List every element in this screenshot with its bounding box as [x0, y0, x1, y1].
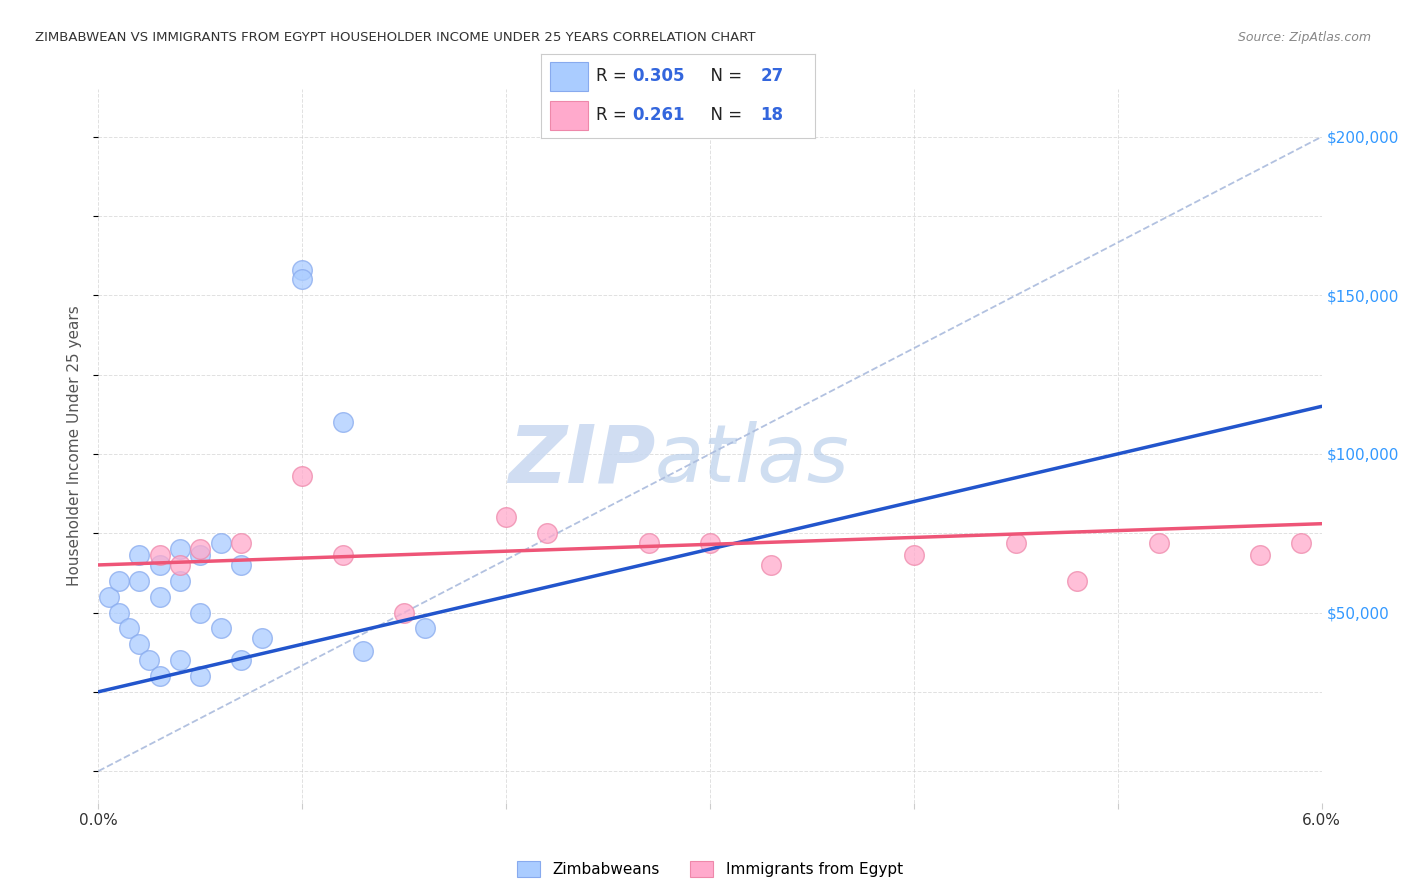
Point — [149, 669, 172, 683]
Point — [536, 526, 558, 541]
Text: 0.305: 0.305 — [631, 68, 685, 86]
Text: ZIMBABWEAN VS IMMIGRANTS FROM EGYPT HOUSEHOLDER INCOME UNDER 25 YEARS CORRELATIO: ZIMBABWEAN VS IMMIGRANTS FROM EGYPT HOUS… — [35, 31, 755, 45]
Text: 27: 27 — [761, 68, 785, 86]
Text: N =: N = — [700, 68, 748, 86]
Point — [97, 590, 120, 604]
Point — [231, 558, 253, 572]
Text: 18: 18 — [761, 106, 783, 124]
Bar — [550, 101, 588, 130]
Point — [332, 415, 354, 429]
Point — [291, 272, 314, 286]
Point — [231, 535, 253, 549]
Bar — [550, 62, 588, 91]
Point — [495, 510, 517, 524]
Point — [1147, 535, 1170, 549]
Text: ZIP: ZIP — [508, 421, 655, 500]
Point — [128, 549, 150, 563]
Point — [250, 631, 273, 645]
Point — [188, 669, 212, 683]
Point — [149, 558, 172, 572]
Point — [149, 549, 172, 563]
Point — [118, 621, 141, 635]
Point — [149, 590, 172, 604]
Text: 0.261: 0.261 — [631, 106, 685, 124]
Text: N =: N = — [700, 106, 748, 124]
Point — [699, 535, 721, 549]
Point — [332, 549, 354, 563]
Point — [413, 621, 436, 635]
Point — [209, 535, 232, 549]
Text: atlas: atlas — [655, 421, 849, 500]
Point — [188, 542, 212, 557]
Point — [209, 621, 232, 635]
Point — [637, 535, 661, 549]
Point — [169, 574, 191, 588]
Point — [188, 606, 212, 620]
Point — [903, 549, 925, 563]
Point — [138, 653, 160, 667]
Point — [231, 653, 253, 667]
Legend: Zimbabweans, Immigrants from Egypt: Zimbabweans, Immigrants from Egypt — [517, 862, 903, 877]
Text: R =: R = — [596, 68, 633, 86]
Point — [1066, 574, 1088, 588]
Point — [128, 637, 150, 651]
Point — [1289, 535, 1312, 549]
Point — [392, 606, 416, 620]
Text: Source: ZipAtlas.com: Source: ZipAtlas.com — [1237, 31, 1371, 45]
Point — [352, 643, 374, 657]
Point — [108, 606, 131, 620]
Point — [291, 263, 314, 277]
Point — [188, 549, 212, 563]
Point — [128, 574, 150, 588]
Point — [1249, 549, 1271, 563]
Y-axis label: Householder Income Under 25 years: Householder Income Under 25 years — [67, 306, 83, 586]
Point — [169, 542, 191, 557]
Point — [169, 653, 191, 667]
Point — [1004, 535, 1026, 549]
Point — [291, 469, 314, 483]
Text: R =: R = — [596, 106, 637, 124]
Point — [761, 558, 783, 572]
Point — [108, 574, 131, 588]
Point — [169, 558, 191, 572]
